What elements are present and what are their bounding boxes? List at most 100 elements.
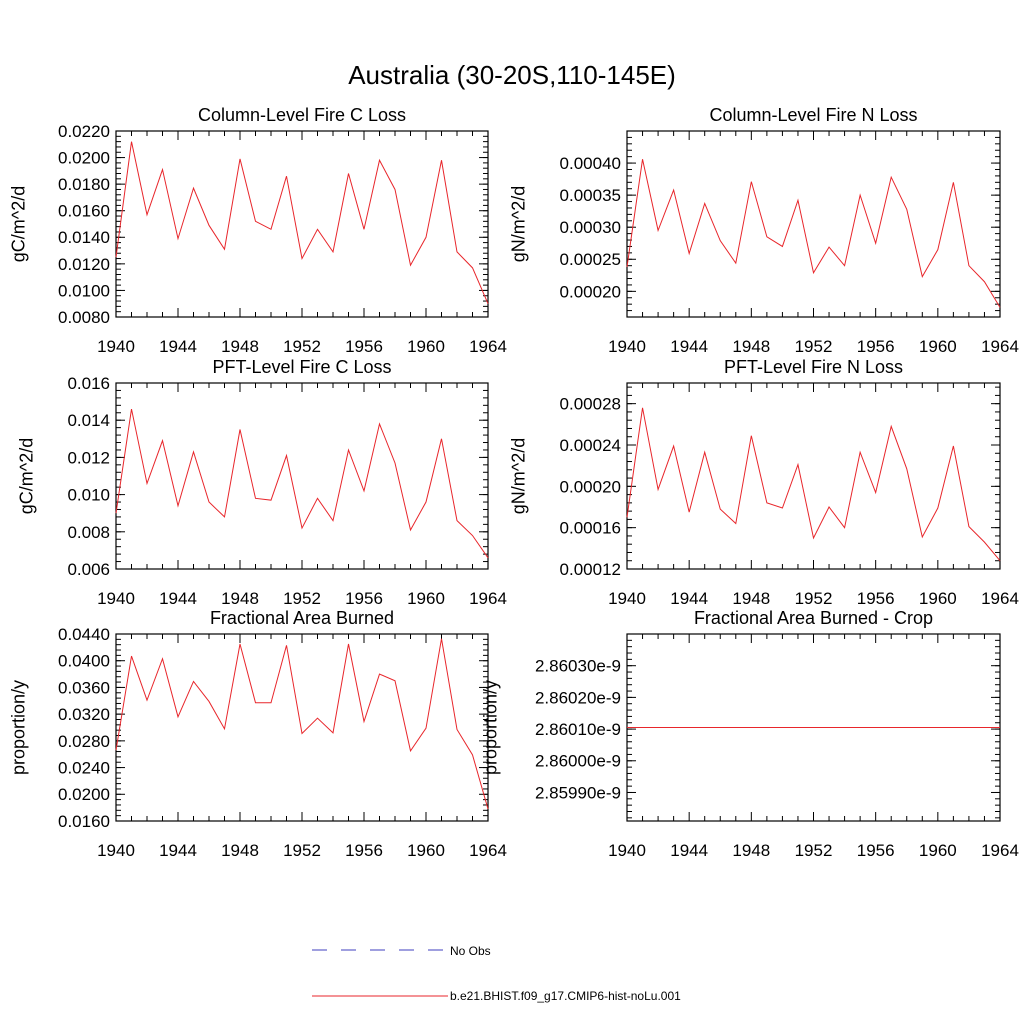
y-axis-label: gN/m^2/d — [508, 438, 528, 514]
y-tick-label: 0.00016 — [560, 519, 621, 538]
legend-run-label: b.e21.BHIST.f09_g17.CMIP6-hist-noLu.001 — [450, 989, 681, 1003]
panel-title: PFT-Level Fire C Loss — [212, 357, 391, 377]
x-tick-label: 1964 — [981, 337, 1019, 356]
y-tick-label: 2.85990e-9 — [535, 783, 621, 802]
y-axis-label: gC/m^2/d — [8, 186, 28, 262]
x-tick-label: 1952 — [283, 589, 321, 608]
x-tick-label: 1948 — [732, 589, 770, 608]
y-tick-label: 0.0140 — [58, 228, 110, 247]
x-tick-label: 1944 — [670, 589, 708, 608]
y-tick-label: 0.00020 — [560, 477, 621, 496]
y-tick-label: 0.00040 — [560, 154, 621, 173]
y-tick-label: 0.0240 — [58, 759, 110, 778]
y-tick-label: 0.00028 — [560, 395, 621, 414]
chart-panel-5: Fractional Area Burned proportion/y 1940 19… — [8, 608, 507, 860]
panel-title: Fractional Area Burned - Crop — [694, 608, 933, 628]
x-tick-label: 1940 — [97, 841, 135, 860]
y-tick-label: 0.0120 — [58, 255, 110, 274]
y-tick-label: 0.0320 — [58, 705, 110, 724]
legend-no-obs-label: No Obs — [450, 944, 491, 958]
x-tick-label: 1960 — [919, 841, 957, 860]
plot-frame — [626, 130, 1001, 318]
chart-panel-2: Column-Level Fire N Loss gN/m^2/d 1940 1944… — [508, 105, 1019, 356]
plot-frame — [626, 382, 1001, 570]
panel-title: Column-Level Fire C Loss — [198, 105, 406, 125]
x-tick-label: 1952 — [283, 841, 321, 860]
y-tick-label: 0.0400 — [58, 652, 110, 671]
x-tick-label: 1956 — [345, 337, 383, 356]
x-tick-label: 1964 — [469, 337, 507, 356]
x-tick-label: 1960 — [919, 337, 957, 356]
x-tick-label: 1944 — [159, 841, 197, 860]
y-tick-label: 0.00012 — [560, 560, 621, 579]
chart-panel-4: PFT-Level Fire N Loss gN/m^2/d 1940 1944 194… — [508, 357, 1019, 608]
y-tick-label: 0.010 — [67, 486, 110, 505]
y-tick-label: 0.0200 — [58, 785, 110, 804]
plot-frame — [115, 382, 489, 570]
plot-frame — [115, 633, 489, 822]
x-tick-label: 1964 — [469, 841, 507, 860]
y-tick-label: 0.0200 — [58, 149, 110, 168]
panel-title: Column-Level Fire N Loss — [709, 105, 917, 125]
y-axis-label: proportion/y — [8, 680, 28, 775]
y-tick-label: 0.0160 — [58, 202, 110, 221]
series-line — [115, 408, 489, 559]
y-tick-label: 0.0180 — [58, 175, 110, 194]
x-tick-label: 1940 — [608, 841, 646, 860]
x-tick-label: 1964 — [981, 589, 1019, 608]
x-tick-label: 1964 — [981, 841, 1019, 860]
y-tick-label: 0.0100 — [58, 281, 110, 300]
x-tick-label: 1960 — [407, 337, 445, 356]
x-tick-label: 1948 — [221, 841, 259, 860]
figure-title: Australia (30-20S,110-145E) — [348, 60, 676, 90]
x-tick-label: 1960 — [407, 589, 445, 608]
x-tick-label: 1944 — [670, 841, 708, 860]
x-tick-label: 1956 — [857, 337, 895, 356]
y-tick-label: 0.0360 — [58, 678, 110, 697]
plot-frame — [115, 130, 489, 318]
x-tick-label: 1940 — [97, 589, 135, 608]
series-line — [626, 407, 1001, 562]
legend: No Obs b.e21.BHIST.f09_g17.CMIP6-hist-no… — [312, 944, 681, 1003]
y-tick-label: 0.0220 — [58, 122, 110, 141]
y-tick-label: 0.00030 — [560, 218, 621, 237]
x-tick-label: 1952 — [795, 589, 833, 608]
y-tick-label: 0.0280 — [58, 732, 110, 751]
y-tick-label: 0.0160 — [58, 812, 110, 831]
chart-panel-1: Column-Level Fire C Loss gC/m^2/d 1940 1944… — [8, 105, 507, 356]
y-tick-label: 0.0080 — [58, 308, 110, 327]
y-tick-label: 0.0440 — [58, 625, 110, 644]
x-tick-label: 1956 — [345, 841, 383, 860]
y-tick-label: 2.86000e-9 — [535, 752, 621, 771]
y-tick-label: 0.00035 — [560, 186, 621, 205]
x-tick-label: 1948 — [732, 337, 770, 356]
x-tick-label: 1948 — [732, 841, 770, 860]
y-tick-label: 0.012 — [67, 448, 110, 467]
series-line — [115, 141, 489, 304]
y-axis-label: proportion/y — [480, 680, 500, 775]
y-tick-label: 0.00024 — [560, 436, 621, 455]
y-tick-label: 0.006 — [67, 560, 110, 579]
x-tick-label: 1944 — [159, 589, 197, 608]
y-tick-label: 2.86020e-9 — [535, 688, 621, 707]
series-line — [115, 638, 489, 810]
x-tick-label: 1960 — [407, 841, 445, 860]
x-tick-label: 1956 — [857, 841, 895, 860]
x-tick-label: 1948 — [221, 589, 259, 608]
y-tick-label: 0.00020 — [560, 282, 621, 301]
x-tick-label: 1940 — [608, 589, 646, 608]
x-tick-label: 1944 — [670, 337, 708, 356]
x-tick-label: 1940 — [97, 337, 135, 356]
y-tick-label: 2.86010e-9 — [535, 720, 621, 739]
y-tick-label: 0.008 — [67, 523, 110, 542]
y-axis-label: gN/m^2/d — [508, 186, 528, 262]
y-tick-label: 0.016 — [67, 374, 110, 393]
series-line — [626, 159, 1001, 308]
x-tick-label: 1956 — [857, 589, 895, 608]
x-tick-label: 1964 — [469, 589, 507, 608]
x-tick-label: 1952 — [795, 841, 833, 860]
x-tick-label: 1948 — [221, 337, 259, 356]
x-tick-label: 1952 — [795, 337, 833, 356]
y-tick-label: 0.014 — [67, 411, 110, 430]
